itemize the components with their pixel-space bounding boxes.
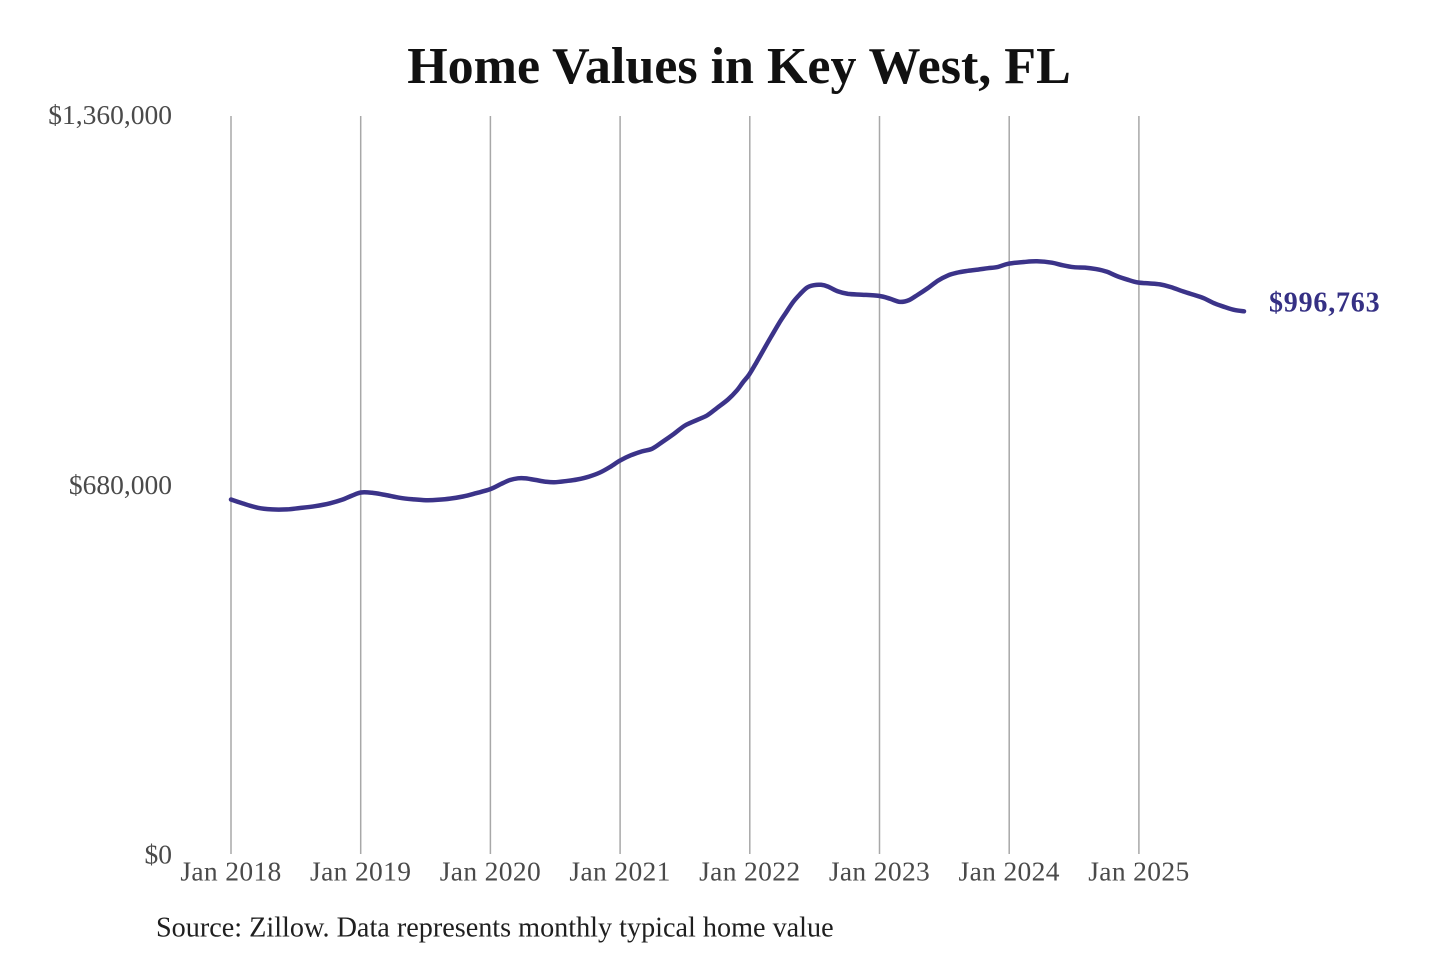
svg-text:$0: $0 (145, 839, 173, 870)
svg-text:Jan 2025: Jan 2025 (1088, 856, 1189, 887)
svg-text:Source: Zillow. Data represent: Source: Zillow. Data represents monthly … (156, 913, 834, 944)
svg-text:$1,360,000: $1,360,000 (48, 99, 172, 130)
svg-text:$996,763: $996,763 (1269, 288, 1380, 319)
svg-text:Jan 2023: Jan 2023 (829, 856, 930, 887)
svg-text:Jan 2021: Jan 2021 (569, 856, 670, 887)
svg-text:Jan 2020: Jan 2020 (440, 856, 541, 887)
svg-text:Jan 2019: Jan 2019 (310, 856, 411, 887)
svg-text:$680,000: $680,000 (69, 469, 172, 500)
svg-text:Jan 2024: Jan 2024 (959, 856, 1060, 887)
svg-text:Jan 2022: Jan 2022 (699, 856, 800, 887)
svg-text:Home Values in Key West, FL: Home Values in Key West, FL (407, 38, 1071, 95)
svg-text:Jan 2018: Jan 2018 (180, 856, 281, 887)
